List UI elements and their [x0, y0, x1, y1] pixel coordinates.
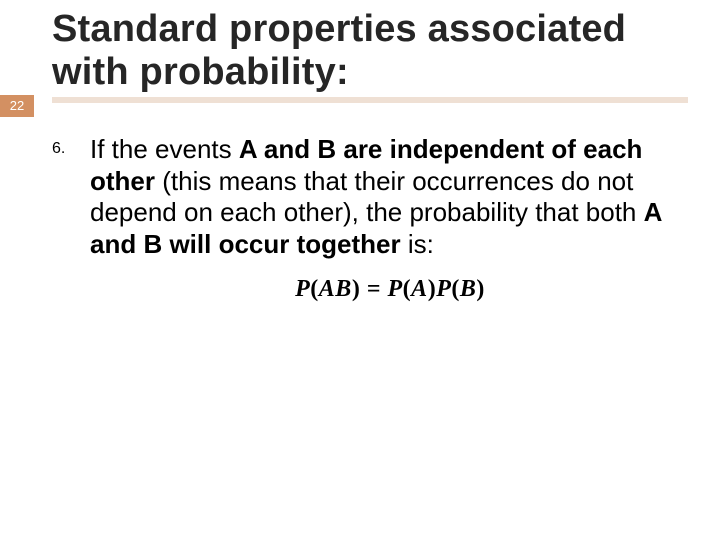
f-r2-B: B: [460, 276, 477, 302]
f-eq: =: [360, 276, 387, 302]
f-r1-A: A: [411, 276, 428, 302]
f-lhs-P: P: [295, 276, 310, 302]
title-block: Standard properties associated with prob…: [52, 8, 700, 103]
slide-number: 22: [10, 98, 24, 113]
text-seg-3: (this means that their occurrences do no…: [90, 166, 644, 228]
slide-number-badge: 22: [0, 95, 34, 117]
title-line-1: Standard properties associated: [52, 8, 700, 51]
title-underline: [52, 97, 688, 103]
f-r2-P: P: [436, 276, 451, 302]
formula: P(AB) = P(A)P(B): [90, 275, 690, 304]
f-lhs-open: (: [310, 276, 319, 302]
list-item: 6. If the events A and B are independent…: [52, 134, 690, 304]
f-r2-close: ): [476, 276, 485, 302]
f-lhs-AB: AB: [319, 276, 352, 302]
list-item-text: If the events A and B are independent of…: [90, 134, 690, 304]
f-r1-P: P: [388, 276, 403, 302]
list-marker: 6.: [52, 134, 90, 304]
text-seg-5: is:: [401, 229, 434, 259]
title-line-2: with probability:: [52, 51, 700, 94]
f-r1-open: (: [403, 276, 412, 302]
f-r2-open: (: [451, 276, 460, 302]
body-content: 6. If the events A and B are independent…: [52, 134, 690, 304]
f-r1-close: ): [428, 276, 437, 302]
text-seg-1: If the events: [90, 134, 239, 164]
